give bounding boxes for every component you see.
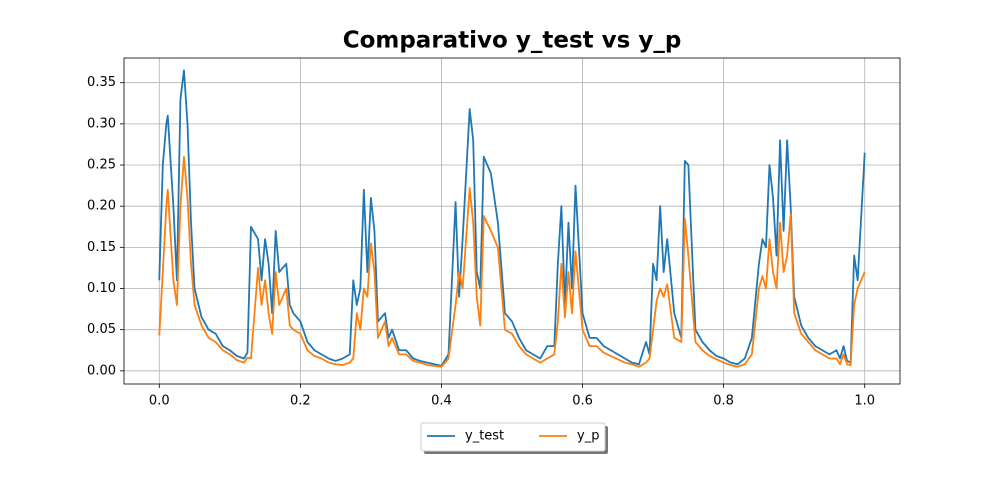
chart-title: Comparativo y_test vs y_p xyxy=(343,28,682,54)
y-tick-label: 0.35 xyxy=(87,75,116,90)
legend: y_test y_p xyxy=(420,422,608,454)
y-tick-label: 0.20 xyxy=(87,199,116,214)
legend-label: y_p xyxy=(577,429,599,444)
y-tick-label: 0.10 xyxy=(87,281,116,296)
y-tick-label: 0.15 xyxy=(87,240,116,255)
x-tick-label: 0.2 xyxy=(290,394,311,409)
data-line xyxy=(158,69,866,367)
data-line xyxy=(158,155,866,368)
x-tick-label: 1.0 xyxy=(854,394,875,409)
legend-label: y_test xyxy=(465,429,504,444)
y-tick-label: 0.00 xyxy=(87,363,116,378)
y-tick-label: 0.30 xyxy=(87,116,116,131)
y-tick-label: 0.05 xyxy=(87,322,116,337)
x-tick-label: 0.6 xyxy=(572,394,593,409)
y-tick-label: 0.25 xyxy=(87,158,116,173)
x-tick-label: 0.0 xyxy=(149,394,170,409)
legend-box xyxy=(420,422,606,452)
x-tick-label: 0.4 xyxy=(431,394,452,409)
x-tick-label: 0.8 xyxy=(713,394,734,409)
plot-frame xyxy=(123,57,901,385)
